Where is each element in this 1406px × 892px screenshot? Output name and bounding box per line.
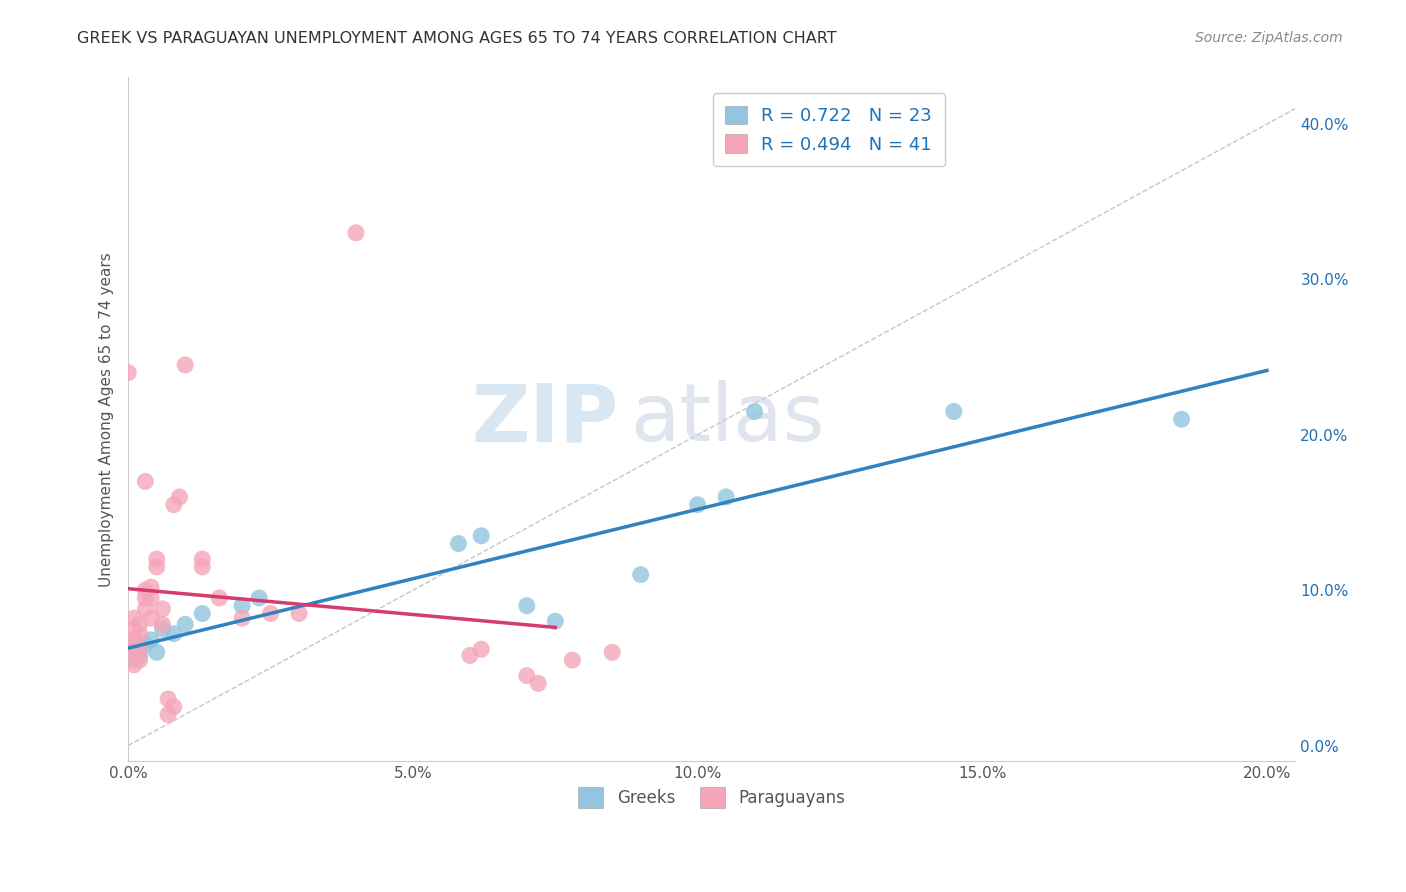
Point	[231, 611, 253, 625]
Point	[516, 599, 538, 613]
Point	[128, 653, 150, 667]
Point	[145, 645, 167, 659]
Point	[942, 404, 965, 418]
Point	[152, 602, 174, 616]
Point	[134, 591, 156, 605]
Legend: Greeks, Paraguayans: Greeks, Paraguayans	[572, 780, 852, 814]
Point	[134, 602, 156, 616]
Point	[134, 638, 156, 652]
Point	[259, 607, 281, 621]
Point	[1170, 412, 1192, 426]
Point	[163, 699, 186, 714]
Point	[128, 642, 150, 657]
Point	[544, 614, 567, 628]
Point	[145, 552, 167, 566]
Point	[134, 475, 156, 489]
Point	[630, 567, 652, 582]
Point	[139, 591, 162, 605]
Point	[191, 552, 214, 566]
Point	[191, 559, 214, 574]
Point	[174, 358, 197, 372]
Point	[152, 617, 174, 632]
Point	[152, 622, 174, 636]
Point	[163, 498, 186, 512]
Point	[122, 622, 145, 636]
Point	[139, 611, 162, 625]
Point	[122, 645, 145, 659]
Point	[714, 490, 737, 504]
Point	[470, 529, 492, 543]
Point	[122, 653, 145, 667]
Point	[122, 611, 145, 625]
Point	[174, 617, 197, 632]
Point	[122, 657, 145, 672]
Point	[145, 559, 167, 574]
Point	[169, 490, 191, 504]
Point	[128, 642, 150, 657]
Point	[122, 632, 145, 647]
Y-axis label: Unemployment Among Ages 65 to 74 years: Unemployment Among Ages 65 to 74 years	[100, 252, 114, 587]
Point	[122, 645, 145, 659]
Point	[117, 638, 139, 652]
Point	[288, 607, 311, 621]
Text: atlas: atlas	[630, 380, 824, 458]
Point	[134, 583, 156, 598]
Point	[744, 404, 766, 418]
Point	[128, 648, 150, 663]
Point	[231, 599, 253, 613]
Point	[139, 580, 162, 594]
Point	[600, 645, 623, 659]
Point	[527, 676, 550, 690]
Point	[344, 226, 367, 240]
Point	[458, 648, 481, 663]
Point	[117, 366, 139, 380]
Point	[128, 617, 150, 632]
Point	[208, 591, 231, 605]
Point	[163, 626, 186, 640]
Text: GREEK VS PARAGUAYAN UNEMPLOYMENT AMONG AGES 65 TO 74 YEARS CORRELATION CHART: GREEK VS PARAGUAYAN UNEMPLOYMENT AMONG A…	[77, 31, 837, 46]
Point	[139, 632, 162, 647]
Point	[157, 707, 180, 722]
Point	[447, 536, 470, 550]
Point	[561, 653, 583, 667]
Point	[470, 642, 492, 657]
Point	[191, 607, 214, 621]
Text: Source: ZipAtlas.com: Source: ZipAtlas.com	[1195, 31, 1343, 45]
Point	[686, 498, 709, 512]
Point	[128, 626, 150, 640]
Point	[247, 591, 270, 605]
Point	[516, 668, 538, 682]
Point	[157, 692, 180, 706]
Text: ZIP: ZIP	[471, 380, 619, 458]
